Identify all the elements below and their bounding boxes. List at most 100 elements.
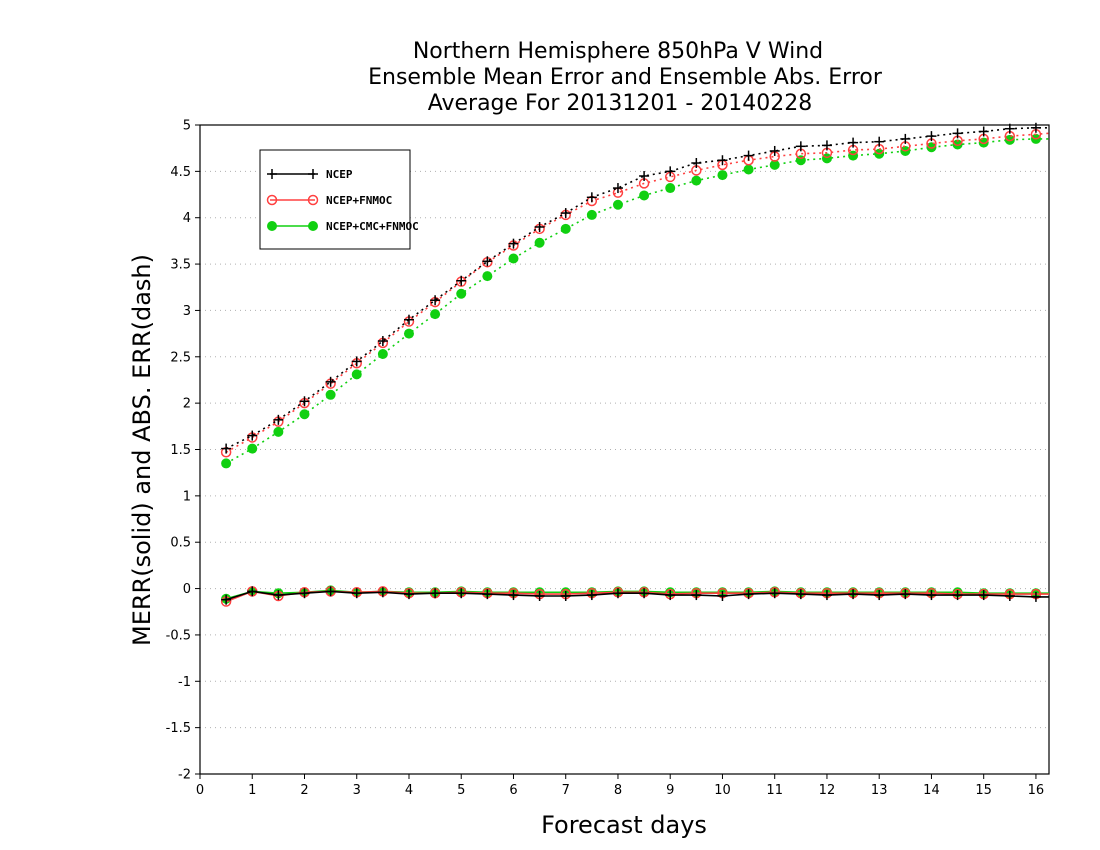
y-tick-label: 3.5	[170, 258, 191, 273]
plus-marker	[639, 588, 650, 599]
filled-circle-marker	[482, 271, 493, 282]
x-tick-label: 3	[353, 783, 361, 798]
plus-marker	[665, 166, 676, 177]
filled-circle-marker	[267, 221, 277, 231]
y-tick-label: -1	[178, 675, 191, 690]
filled-circle-marker	[848, 150, 859, 161]
abs-err-line	[225, 127, 1049, 450]
plus-marker	[430, 295, 441, 306]
plus-marker	[874, 590, 885, 601]
filled-circle-marker	[586, 209, 597, 220]
filled-circle-marker	[639, 190, 650, 201]
x-tick-label: 16	[1028, 783, 1045, 798]
plus-marker	[482, 589, 493, 600]
series-ncep	[221, 122, 1049, 605]
plus-marker	[665, 590, 676, 601]
y-tick-label: 1	[183, 489, 191, 504]
y-tick-label: -1.5	[166, 721, 191, 736]
filled-circle-marker	[377, 349, 388, 360]
plus-marker	[351, 356, 362, 367]
plus-marker	[821, 140, 832, 151]
x-tick-label: 5	[457, 783, 465, 798]
filled-circle-marker	[508, 253, 519, 264]
x-tick-label: 13	[871, 783, 888, 798]
filled-circle-marker	[403, 328, 414, 339]
plus-marker	[978, 126, 989, 137]
plus-marker	[299, 396, 310, 407]
plus-marker	[612, 183, 623, 194]
filled-circle-marker	[560, 223, 571, 234]
legend-items: NCEP NCEP+FNMOC NCEP+CMC+FNMOC	[266, 168, 419, 233]
plus-marker	[586, 192, 597, 203]
x-axis-ticks: 0 1 2 3 4 5 6 7 8 9 10 11 12 13 14 15 16	[196, 774, 1044, 798]
plus-marker	[1004, 590, 1015, 601]
plus-marker	[403, 314, 414, 325]
x-tick-label: 8	[614, 783, 622, 798]
plus-marker	[430, 588, 441, 599]
filled-circle-marker	[665, 183, 676, 194]
chart-title: Northern Hemisphere 850hPa V Wind Ensemb…	[368, 39, 883, 116]
abs-err-line	[225, 132, 1050, 453]
x-tick-label: 6	[509, 783, 517, 798]
y-tick-label: 0.5	[170, 536, 191, 551]
legend-item: NCEP+FNMOC	[266, 194, 392, 207]
plus-marker	[900, 589, 911, 600]
x-tick-label: 0	[196, 783, 204, 798]
y-tick-label: 4.5	[170, 165, 191, 180]
plus-marker	[299, 588, 310, 599]
plus-marker	[560, 590, 571, 601]
x-tick-label: 2	[300, 783, 308, 798]
x-tick-label: 12	[819, 783, 836, 798]
filled-circle-marker	[430, 309, 441, 320]
y-tick-label: 2	[183, 397, 191, 412]
y-tick-label: -2	[178, 768, 191, 783]
plus-marker	[377, 587, 388, 598]
plus-marker	[978, 590, 989, 601]
plus-marker	[848, 137, 859, 148]
filled-circle-marker	[743, 164, 754, 175]
plus-marker	[795, 141, 806, 152]
plus-marker	[534, 221, 545, 232]
x-tick-label: 4	[405, 783, 413, 798]
plus-marker	[795, 589, 806, 600]
open-circle-marker	[266, 194, 278, 206]
plus-marker	[273, 414, 284, 425]
legend-label: NCEP+FNMOC	[326, 194, 392, 207]
y-tick-label: 2.5	[170, 350, 191, 365]
grid-lines	[200, 170, 1049, 729]
y-tick-label: 3	[183, 304, 191, 319]
x-tick-label: 1	[248, 783, 256, 798]
filled-circle-marker	[325, 389, 336, 400]
plus-marker	[403, 589, 414, 600]
plus-marker	[743, 150, 754, 161]
plus-marker	[325, 586, 336, 597]
plus-marker	[691, 590, 702, 601]
filled-circle-marker	[612, 199, 623, 210]
plus-marker	[267, 169, 277, 179]
open-circle-marker	[307, 194, 319, 206]
filled-circle-marker	[769, 159, 780, 170]
legend-label: NCEP+CMC+FNMOC	[326, 220, 419, 233]
plus-marker	[560, 208, 571, 219]
filled-circle-marker	[299, 409, 310, 420]
plus-marker	[639, 170, 650, 181]
plus-marker	[247, 430, 258, 441]
legend-item: NCEP+CMC+FNMOC	[267, 220, 419, 233]
x-tick-label: 9	[666, 783, 674, 798]
legend-label: NCEP	[326, 168, 353, 181]
y-tick-label: -0.5	[166, 628, 191, 643]
plus-marker	[1030, 591, 1041, 602]
x-tick-label: 15	[975, 783, 992, 798]
filled-circle-marker	[308, 221, 318, 231]
filled-circle-marker	[691, 175, 702, 186]
legend: NCEP NCEP+FNMOC NCEP+CMC+FNMOC	[259, 149, 419, 250]
plus-marker	[769, 145, 780, 156]
plus-marker	[377, 336, 388, 347]
plus-marker	[1004, 123, 1015, 134]
plus-marker	[221, 594, 232, 605]
plus-marker	[874, 136, 885, 147]
plus-marker	[308, 169, 318, 179]
plus-marker	[612, 588, 623, 599]
y-tick-label: 5	[183, 119, 191, 134]
